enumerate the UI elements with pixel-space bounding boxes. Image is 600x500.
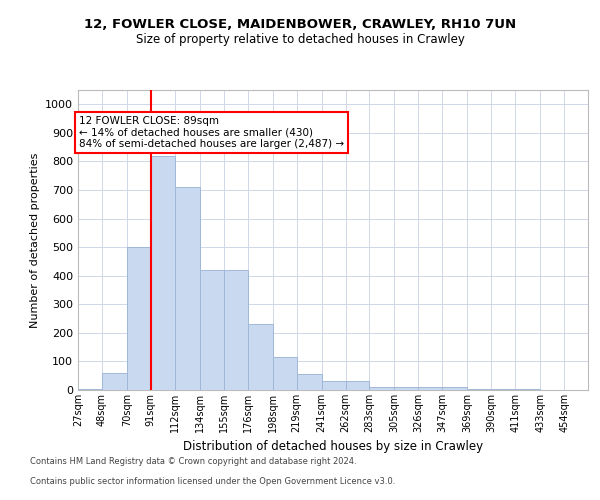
Text: Contains public sector information licensed under the Open Government Licence v3: Contains public sector information licen… <box>30 478 395 486</box>
Bar <box>224 270 248 390</box>
Y-axis label: Number of detached properties: Number of detached properties <box>29 152 40 328</box>
Bar <box>346 382 370 390</box>
Bar <box>102 373 127 390</box>
Text: 12 FOWLER CLOSE: 89sqm
← 14% of detached houses are smaller (430)
84% of semi-de: 12 FOWLER CLOSE: 89sqm ← 14% of detached… <box>79 116 344 149</box>
Bar <box>272 357 296 390</box>
Bar <box>151 156 175 390</box>
Bar <box>322 382 346 390</box>
Bar <box>491 388 515 390</box>
Bar <box>370 386 394 390</box>
Text: 12, FOWLER CLOSE, MAIDENBOWER, CRAWLEY, RH10 7UN: 12, FOWLER CLOSE, MAIDENBOWER, CRAWLEY, … <box>84 18 516 30</box>
Bar <box>515 388 540 390</box>
Bar <box>467 388 491 390</box>
Bar <box>296 374 322 390</box>
Bar <box>175 187 200 390</box>
Text: Contains HM Land Registry data © Crown copyright and database right 2024.: Contains HM Land Registry data © Crown c… <box>30 458 356 466</box>
Bar <box>394 386 418 390</box>
Bar <box>127 247 151 390</box>
Bar <box>442 387 467 390</box>
X-axis label: Distribution of detached houses by size in Crawley: Distribution of detached houses by size … <box>183 440 483 454</box>
Bar <box>418 386 442 390</box>
Bar <box>78 388 102 390</box>
Bar <box>248 324 272 390</box>
Text: Size of property relative to detached houses in Crawley: Size of property relative to detached ho… <box>136 32 464 46</box>
Bar <box>200 270 224 390</box>
